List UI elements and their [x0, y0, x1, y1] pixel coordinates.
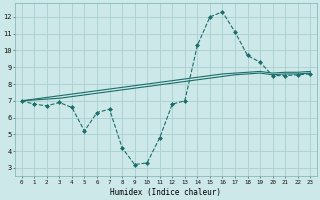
X-axis label: Humidex (Indice chaleur): Humidex (Indice chaleur) — [110, 188, 221, 197]
